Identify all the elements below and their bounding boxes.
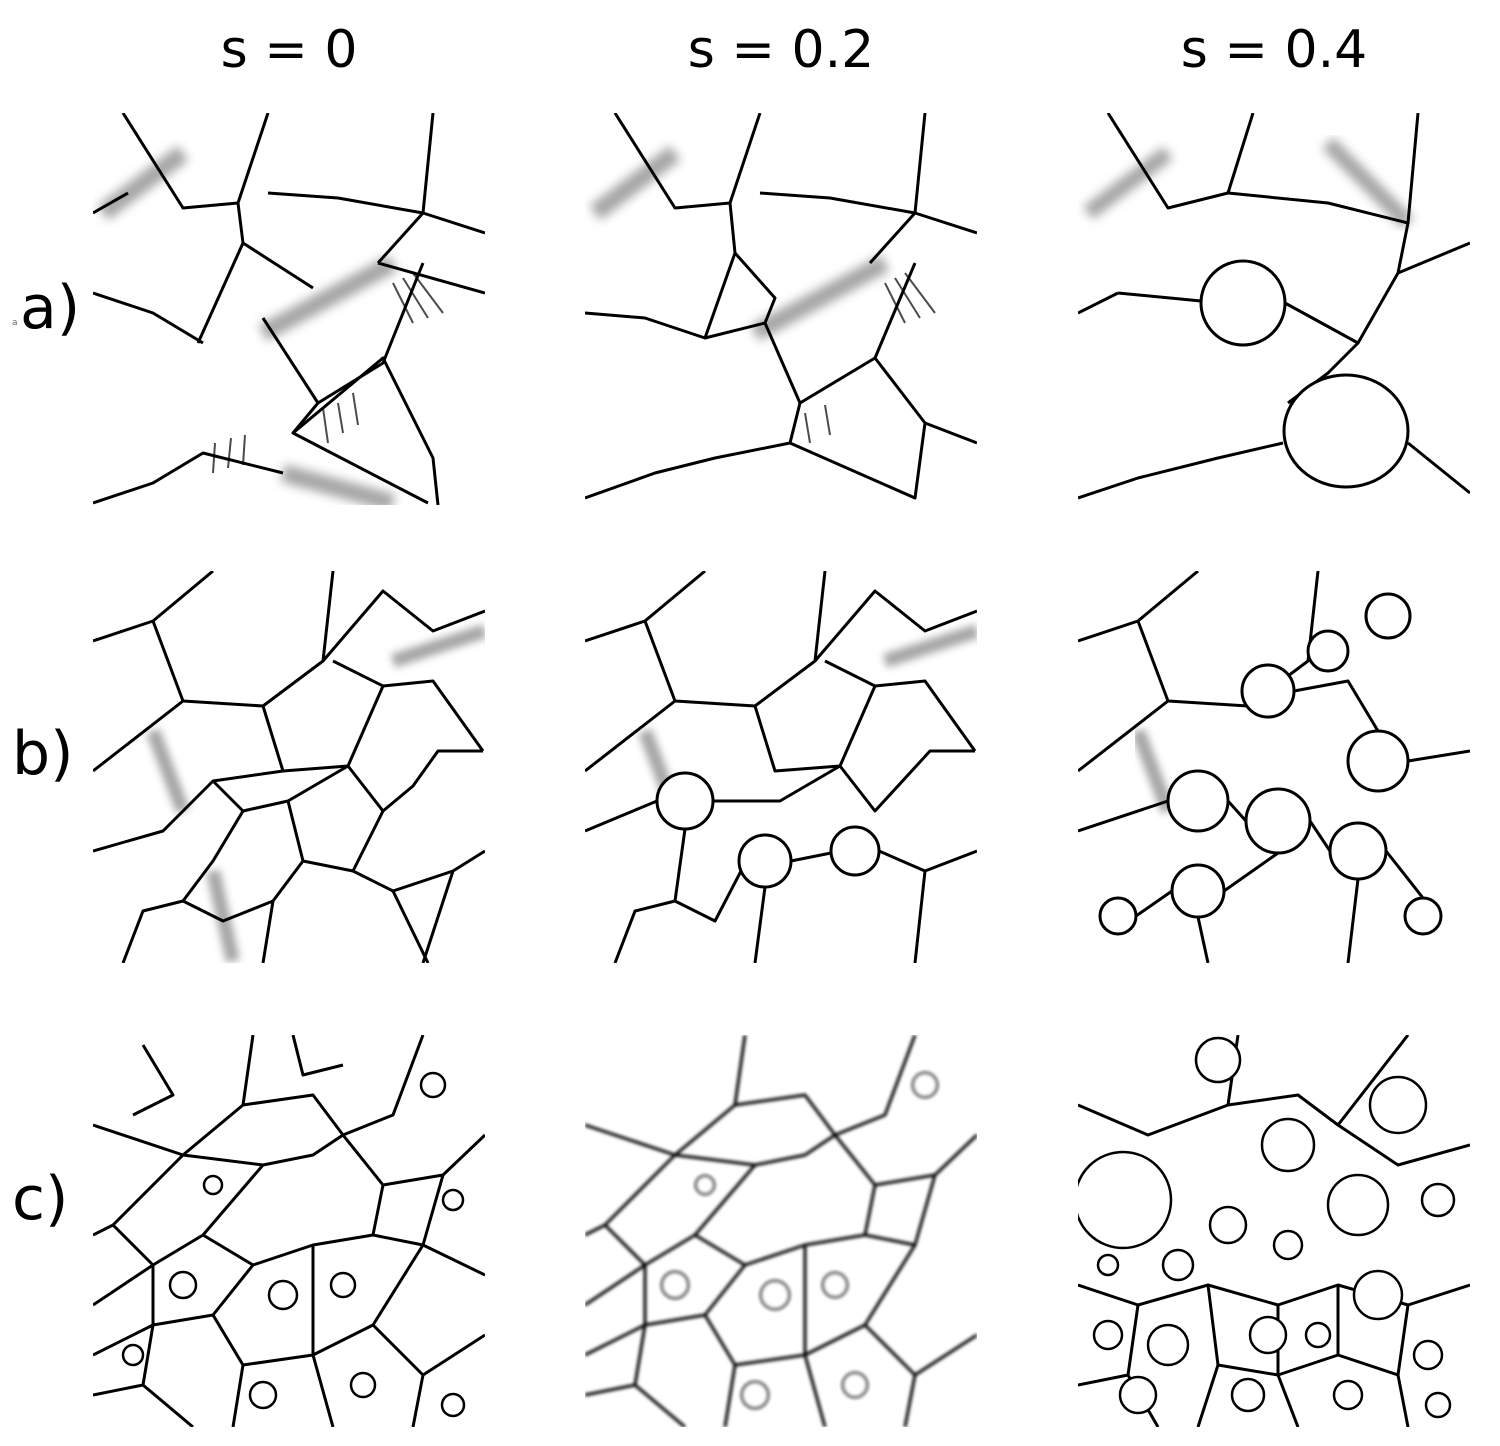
row-label-a: a)	[20, 273, 81, 343]
tiny-mark: a	[12, 318, 18, 328]
grain-image-b-s0	[93, 571, 485, 963]
panel-b-s02	[585, 571, 977, 963]
panel-c-s04	[1078, 1035, 1470, 1427]
panel-b-s04	[1078, 571, 1470, 963]
panel-c-s0	[93, 1035, 485, 1427]
grain-image-c-s04	[1078, 1035, 1470, 1427]
panel-c-s02	[585, 1035, 977, 1427]
panel-b-s0	[93, 571, 485, 963]
panel-a-s02	[585, 113, 977, 505]
panel-a-s0	[93, 113, 485, 505]
column-header-s02: s = 0.2	[687, 20, 875, 80]
row-label-c: c)	[12, 1164, 69, 1234]
grain-image-c-s0	[93, 1035, 485, 1427]
row-label-b: b)	[12, 719, 74, 789]
grain-image-b-s04	[1078, 571, 1470, 963]
grain-image-b-s02	[585, 571, 977, 963]
grain-image-a-s0	[93, 113, 485, 505]
column-header-s0: s = 0	[220, 20, 358, 80]
grain-image-c-s02	[585, 1035, 977, 1427]
column-header-s04: s = 0.4	[1180, 20, 1368, 80]
panel-a-s04	[1078, 113, 1470, 505]
grain-image-a-s04	[1078, 113, 1470, 500]
grain-image-a-s02	[585, 113, 977, 500]
